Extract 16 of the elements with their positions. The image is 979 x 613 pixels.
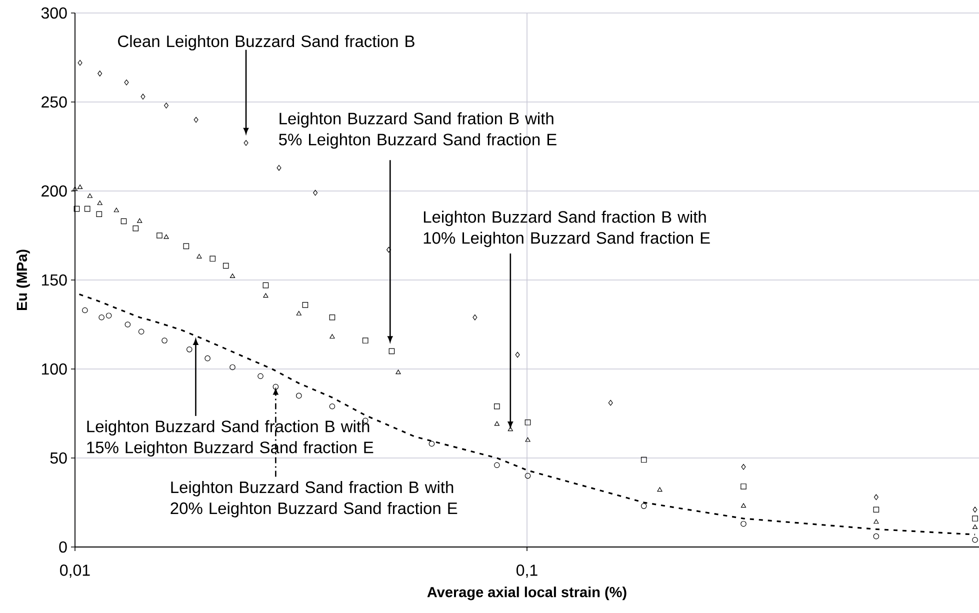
y-tick-label: 250	[42, 96, 67, 108]
x-tick-label: 0,1	[516, 564, 538, 578]
x-tick-label: 0,01	[60, 564, 90, 578]
annotation: Leighton Buzzard Sand fration B with 5% Leighton Buzzard Sand fraction E	[278, 112, 556, 149]
y-tick-label: 200	[42, 185, 67, 197]
annotation: Leighton Buzzard Sand fraction B with 10% Leighton Buzzard Sand fraction E	[424, 210, 710, 248]
annotation: Leighton Buzzard Sand fraction B with 20% Leighton Buzzard Sand fraction E	[170, 481, 458, 518]
y-tick-label: 0	[59, 541, 67, 553]
y-tick-label: 150	[42, 274, 67, 286]
y-tick-label: 50	[50, 452, 67, 464]
annotation: Leighton Buzzard Sand fraction B with 15% Leighton Buzzard Sand fraction E	[87, 420, 374, 457]
annotation: Clean Leighton Buzzard Sand fraction B	[118, 35, 414, 50]
y-tick-label: 300	[41, 7, 67, 19]
y-tick-label: 100	[42, 363, 67, 375]
y-axis-title: Eu (MPa)	[16, 250, 30, 310]
x-axis-title: Average axial local strain (%)	[427, 586, 626, 600]
